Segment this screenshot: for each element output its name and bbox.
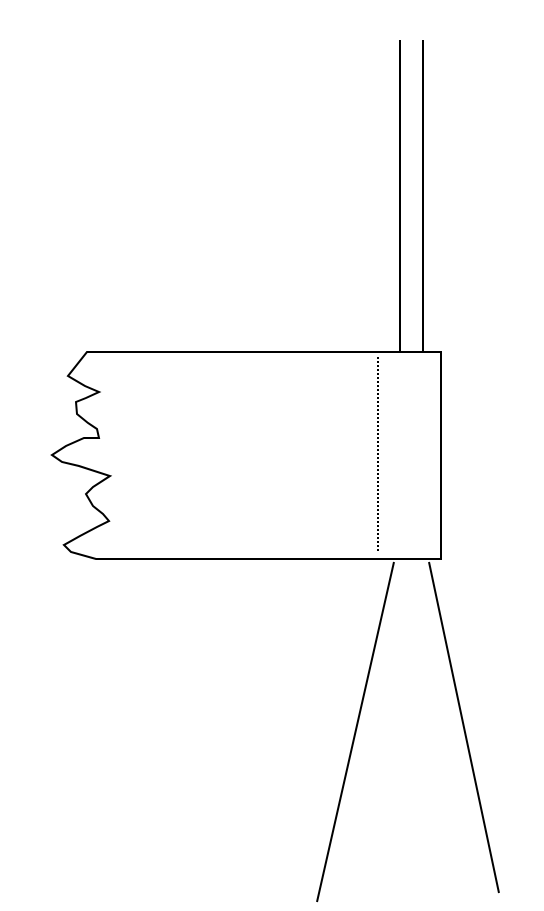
diverging-lower-lines [316,561,500,903]
lower-right-line [428,561,500,894]
lower-left-line [316,561,395,903]
torn-rectangular-block [50,351,442,560]
vertical-double-rod [399,40,424,352]
block-outline [50,351,442,560]
